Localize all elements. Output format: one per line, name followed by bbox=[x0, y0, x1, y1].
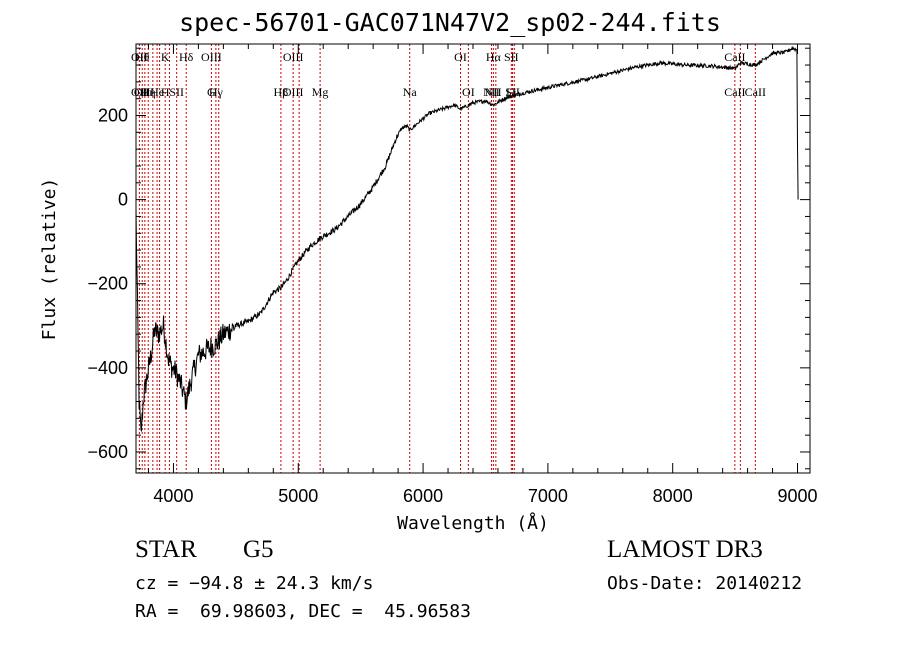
line-label-top: CaII bbox=[724, 50, 745, 64]
line-label-bottom: OIII bbox=[283, 85, 304, 99]
x-tick-label: 6000 bbox=[403, 486, 443, 506]
line-label-bottom: CaII bbox=[724, 85, 745, 99]
line-label-top: Hδ bbox=[179, 50, 194, 64]
y-tick-label: 0 bbox=[118, 190, 128, 210]
x-axis-label: Wavelength (Å) bbox=[397, 512, 549, 534]
y-tick-label: −400 bbox=[87, 358, 128, 378]
line-label-bottom: G bbox=[207, 85, 216, 99]
line-label-top: OII bbox=[131, 50, 148, 64]
line-label-bottom: H bbox=[161, 85, 170, 99]
y-tick-label: −600 bbox=[87, 442, 128, 462]
line-label-bottom: OII bbox=[134, 85, 151, 99]
chart-title: spec-56701-GAC071N47V2_sp02-244.fits bbox=[179, 8, 721, 37]
line-label-top: K bbox=[161, 50, 170, 64]
survey-name: LAMOST DR3 bbox=[607, 536, 763, 563]
y-tick-label: 200 bbox=[98, 106, 128, 126]
line-label-bottom: OI bbox=[462, 85, 475, 99]
line-label-bottom: NII bbox=[485, 85, 502, 99]
line-label-bottom: Hη bbox=[141, 85, 156, 99]
line-label-top: SII bbox=[504, 50, 519, 64]
line-label-bottom: Hγ bbox=[209, 85, 224, 99]
line-label-top: OIII bbox=[283, 50, 304, 64]
ra-dec-coordinates: RA = 69.98603, DEC = 45.96583 bbox=[135, 601, 471, 622]
line-label-bottom: Na bbox=[403, 85, 418, 99]
redshift-velocity: cz = −94.8 ± 24.3 km/s bbox=[135, 573, 374, 594]
y-axis-label: Flux (relative) bbox=[39, 178, 60, 341]
x-tick-label: 8000 bbox=[653, 486, 693, 506]
plot-frame bbox=[135, 43, 811, 474]
line-label-bottom: SII bbox=[169, 85, 184, 99]
line-label-bottom: He bbox=[150, 85, 164, 99]
line-label-top: Hθ bbox=[135, 50, 150, 64]
x-axis-ticks: 4000 5000 6000 7000 8000 9000 bbox=[147, 44, 818, 506]
line-label-bottom: Li bbox=[506, 85, 517, 99]
line-label-top: OI bbox=[454, 50, 467, 64]
y-axis-ticks: −600 −400 −200 0 200 bbox=[87, 47, 810, 470]
line-label-bottom: Hβ bbox=[274, 85, 289, 99]
observation-date: Obs-Date: 20140212 bbox=[607, 573, 803, 594]
line-label-bottom: CaII bbox=[745, 85, 766, 99]
object-subclass: G5 bbox=[243, 536, 274, 563]
spectrum-line bbox=[135, 45, 799, 432]
line-label-bottom: OII bbox=[131, 85, 148, 99]
line-label-top: Hα bbox=[486, 50, 502, 64]
line-label-bottom: NII bbox=[483, 85, 500, 99]
line-label-top: OIII bbox=[201, 50, 222, 64]
line-label-bottom: Mg bbox=[312, 85, 329, 99]
x-tick-label: 4000 bbox=[153, 486, 193, 506]
object-class: STAR bbox=[135, 536, 197, 563]
x-tick-label: 5000 bbox=[278, 486, 318, 506]
y-tick-label: −200 bbox=[87, 274, 128, 294]
x-tick-label: 9000 bbox=[777, 486, 817, 506]
emission-line-markers bbox=[138, 44, 756, 473]
x-tick-label: 7000 bbox=[528, 486, 568, 506]
